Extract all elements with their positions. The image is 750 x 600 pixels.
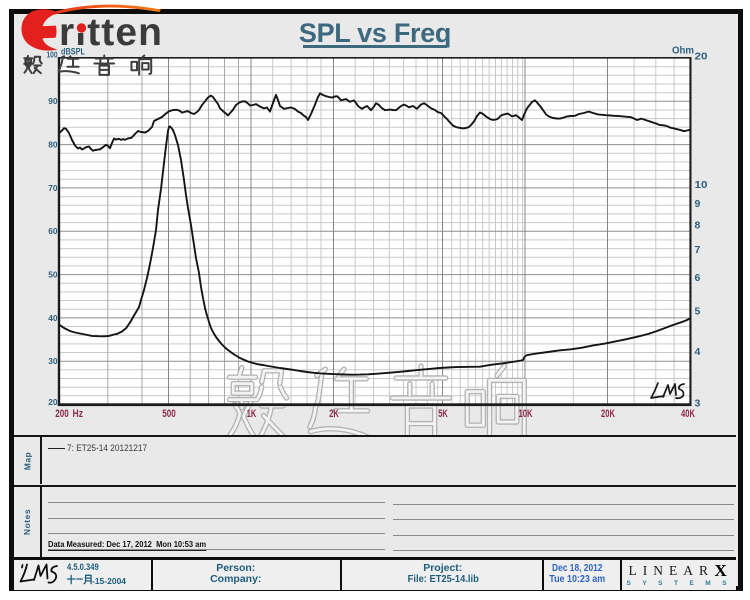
- svg-text:5K: 5K: [438, 408, 448, 420]
- svg-text:7: 7: [695, 244, 701, 256]
- svg-text:70: 70: [48, 183, 58, 193]
- svg-text:Ohm: Ohm: [672, 45, 694, 57]
- svg-text:3: 3: [695, 398, 701, 410]
- svg-text:Hz: Hz: [73, 408, 84, 420]
- svg-text:8: 8: [695, 220, 701, 232]
- svg-text:50: 50: [48, 270, 58, 280]
- svg-text:80: 80: [48, 140, 58, 150]
- svg-text:9: 9: [695, 198, 701, 210]
- svg-text:dBSPL: dBSPL: [61, 47, 85, 58]
- svg-text:10K: 10K: [519, 408, 533, 420]
- svg-text:500: 500: [162, 408, 176, 420]
- svg-text:40K: 40K: [681, 408, 695, 420]
- svg-text:90: 90: [48, 96, 58, 106]
- svg-text:1K: 1K: [247, 408, 257, 420]
- svg-text:100: 100: [47, 50, 58, 60]
- svg-text:4: 4: [695, 346, 701, 358]
- svg-text:6: 6: [695, 272, 701, 284]
- svg-text:200: 200: [55, 408, 69, 420]
- svg-text:10: 10: [695, 179, 708, 191]
- svg-text:2K: 2K: [329, 408, 339, 420]
- svg-text:20K: 20K: [601, 408, 615, 420]
- svg-text:20: 20: [695, 51, 708, 63]
- svg-text:5: 5: [695, 305, 701, 317]
- svg-text:30: 30: [48, 356, 58, 366]
- svg-text:20: 20: [48, 397, 58, 407]
- svg-text:40: 40: [48, 313, 58, 323]
- svg-text:60: 60: [48, 226, 58, 236]
